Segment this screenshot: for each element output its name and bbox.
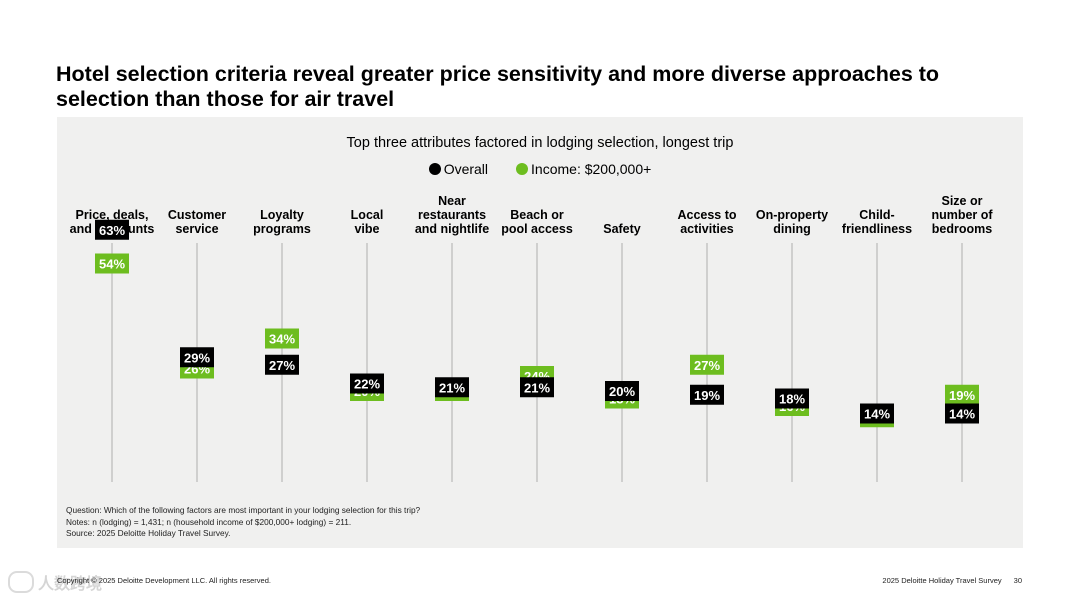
overall-value-label: 18% bbox=[779, 392, 805, 407]
category-label: Child-friendliness bbox=[842, 208, 912, 236]
footer-copyright: Copyright © 2025 Deloitte Development LL… bbox=[57, 576, 271, 585]
footer-report-name: 2025 Deloitte Holiday Travel Survey bbox=[882, 576, 1002, 585]
income-marker bbox=[265, 328, 299, 349]
legend-overall-label: Overall bbox=[443, 161, 489, 177]
note-sample: Notes: n (lodging) = 1,431; n (household… bbox=[66, 516, 352, 527]
income-marker bbox=[690, 354, 724, 375]
overall-marker bbox=[860, 403, 894, 424]
legend-income-swatch bbox=[516, 163, 529, 175]
category-label: Safety bbox=[603, 222, 641, 236]
overall-value-label: 20% bbox=[609, 384, 635, 399]
category-label: Customer service bbox=[168, 208, 226, 236]
income-marker bbox=[945, 384, 979, 405]
overall-marker bbox=[435, 377, 469, 398]
category-label: Loyalty programs bbox=[253, 208, 311, 236]
category-label: Near restaurants and nightlife bbox=[415, 194, 489, 236]
overall-marker bbox=[605, 381, 639, 401]
income-value-label: 54% bbox=[99, 257, 125, 272]
category-label: Local vibe bbox=[351, 208, 384, 236]
overall-value-label: 63% bbox=[99, 223, 125, 238]
income-marker bbox=[95, 253, 129, 274]
overall-marker bbox=[775, 388, 809, 409]
income-value-label: 34% bbox=[269, 332, 295, 347]
income-value-label: 19% bbox=[949, 388, 975, 403]
overall-value-label: 19% bbox=[694, 388, 720, 403]
overall-marker bbox=[180, 347, 214, 368]
overall-marker bbox=[520, 377, 554, 398]
chart-panel: Top three attributes factored in lodging… bbox=[57, 117, 1023, 548]
category-label: Beach or pool access bbox=[501, 208, 573, 236]
overall-value-label: 27% bbox=[269, 358, 295, 373]
footer-page-number: 30 bbox=[1013, 576, 1022, 585]
category-label: On-property dining bbox=[756, 208, 828, 236]
category-label: Size or number of bedrooms bbox=[931, 194, 993, 236]
footer-right: 2025 Deloitte Holiday Travel Survey 30 bbox=[882, 576, 1022, 585]
overall-marker bbox=[690, 384, 724, 405]
legend-income-label: Income: $200,000+ bbox=[531, 161, 652, 177]
overall-value-label: 14% bbox=[864, 407, 890, 422]
overall-marker bbox=[95, 219, 129, 240]
overall-marker bbox=[945, 403, 979, 424]
category-label: Access to activities bbox=[677, 208, 736, 236]
overall-value-label: 14% bbox=[949, 407, 975, 422]
watermark-text: 人数跨境 bbox=[38, 576, 103, 593]
chart-title: Top three attributes factored in lodging… bbox=[346, 135, 734, 151]
overall-value-label: 29% bbox=[184, 350, 210, 365]
income-value-label: 27% bbox=[694, 358, 720, 373]
legend-overall-swatch bbox=[428, 163, 441, 175]
chart-notes: Question: Which of the following factors… bbox=[66, 505, 420, 540]
note-source: Source: 2025 Deloitte Holiday Travel Sur… bbox=[66, 528, 231, 538]
overall-marker bbox=[350, 373, 384, 394]
page-title: Hotel selection criteria reveal greater … bbox=[56, 62, 940, 111]
overall-value-label: 22% bbox=[354, 377, 380, 392]
note-question: Question: Which of the following factors… bbox=[66, 505, 421, 515]
legend-item-income: Income: $200,000+ bbox=[516, 161, 651, 177]
legend-item-overall: Overall bbox=[428, 161, 489, 177]
dot-plot-chart: Price, deals,and discountsCustomerservic… bbox=[70, 194, 993, 482]
overall-marker bbox=[265, 354, 299, 375]
overall-value-label: 21% bbox=[524, 380, 550, 395]
watermark-logo-icon bbox=[8, 571, 34, 593]
watermark: 人数跨境 bbox=[8, 570, 102, 594]
overall-value-label: 21% bbox=[439, 380, 465, 395]
chart-legend: Overall Income: $200,000+ bbox=[57, 161, 1023, 177]
